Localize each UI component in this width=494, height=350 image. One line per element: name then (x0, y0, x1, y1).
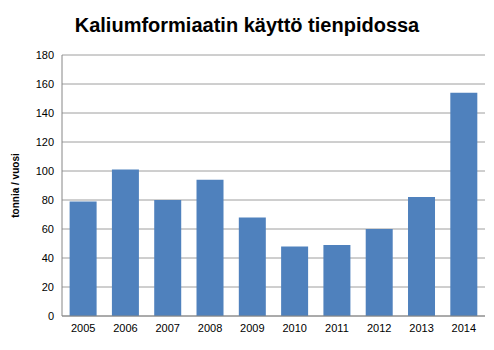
svg-text:100: 100 (36, 165, 54, 177)
svg-text:60: 60 (42, 223, 54, 235)
svg-text:40: 40 (42, 252, 54, 264)
svg-text:2005: 2005 (71, 322, 95, 334)
html-text:Kaliumformiaatin käyttö tienpi: Kaliumformiaatin käyttö tienpidossa (74, 14, 420, 36)
svg-text:160: 160 (36, 78, 54, 90)
svg-text:180: 180 (36, 49, 54, 61)
svg-text:140: 140 (36, 107, 54, 119)
svg-text:2013: 2013 (409, 322, 433, 334)
svg-text:120: 120 (36, 136, 54, 148)
svg-text:2009: 2009 (240, 322, 264, 334)
svg-text:2014: 2014 (452, 322, 476, 334)
svg-text:2011: 2011 (325, 322, 349, 334)
svg-text:2010: 2010 (282, 322, 306, 334)
svg-text:0: 0 (48, 310, 54, 322)
svg-text:2008: 2008 (198, 322, 222, 334)
svg-text:2012: 2012 (367, 322, 391, 334)
svg-text:2007: 2007 (156, 322, 180, 334)
svg-text:2006: 2006 (113, 322, 137, 334)
svg-text:20: 20 (42, 281, 54, 293)
svg-text:tonnia / vuosi: tonnia / vuosi (10, 153, 21, 218)
svg-text:80: 80 (42, 194, 54, 206)
